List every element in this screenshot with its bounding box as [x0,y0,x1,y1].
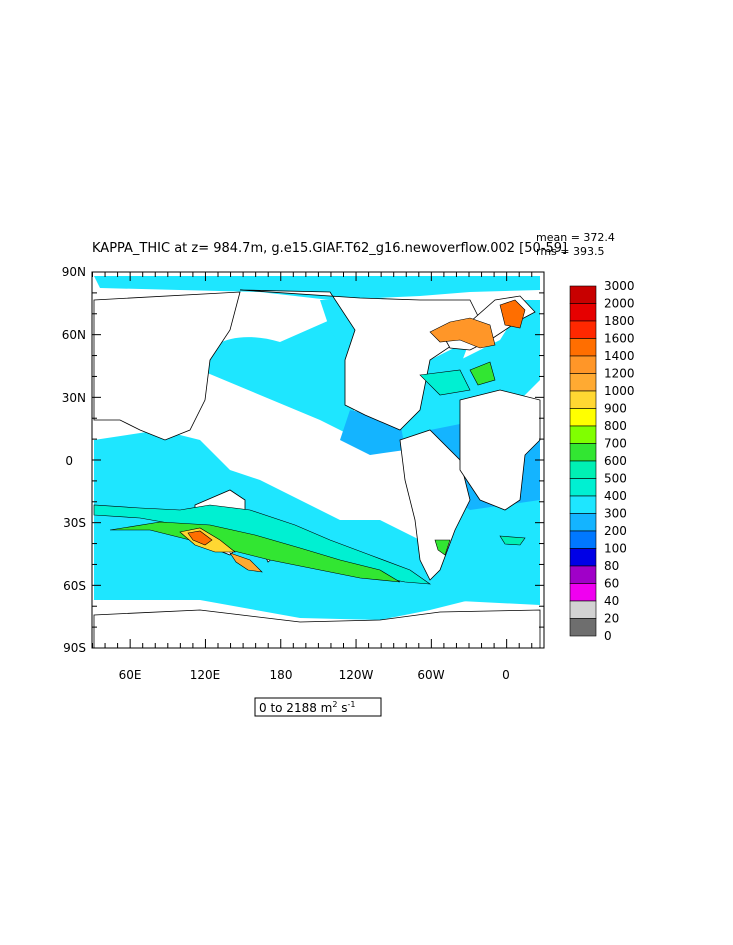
colorbar-label: 20 [604,612,619,626]
x-axis-labels: 60E 120E 180 120W 60W 0 [119,668,510,682]
colorbar-label: 2000 [604,297,635,311]
y-tick-label: 30S [63,516,86,530]
range-box: 0 to 2188 m2 s-1 [254,697,382,717]
colorbar-swatch [569,285,597,304]
colorbar-label: 1800 [604,314,635,328]
colorbar-label: 1600 [604,332,635,346]
colorbar-label: 60 [604,577,619,591]
acc-falkland [434,539,451,556]
colorbar-label: 300 [604,507,627,521]
colorbar-label: 40 [604,594,619,608]
y-tick-label: 90N [62,265,86,279]
colorbar-label: 200 [604,524,627,538]
labrador-hotspot [429,317,496,349]
colorbar-swatch [569,548,597,567]
colorbar-label: 1200 [604,367,635,381]
x-tick-label: 0 [502,668,510,682]
colorbar-swatch [569,303,597,322]
y-tick-label: 60S [63,579,86,593]
colorbar-swatch [569,565,597,584]
asia [93,291,241,441]
range-label: 0 to 2188 m2 s-1 [259,700,356,715]
colorbar-label: 1000 [604,384,635,398]
colorbar-label: 1400 [604,349,635,363]
range-mid: s [337,701,347,715]
nordic-hotspot [499,299,526,329]
arctic-ocean [94,276,540,300]
colorbar-swatch [569,355,597,374]
colorbar-label: 700 [604,437,627,451]
y-tick-label: 90S [63,641,86,655]
colorbar-swatch [569,618,597,637]
north-atlantic-gyre [419,369,471,396]
colorbar-swatch [569,460,597,479]
x-tick-label: 60E [119,668,142,682]
range-prefix: 0 to 2188 m [259,701,332,715]
y-axis-labels: 90N 60N 30N 0 30S 60S 90S [62,265,86,655]
stat-rms: rms = 393.5 [536,245,604,258]
colorbar: 3000200018001600140012001000900800700600… [569,279,635,643]
colorbar-label: 400 [604,489,627,503]
x-tick-label: 120W [339,668,374,682]
acc-tasman [229,552,263,573]
gulf-stream-green [469,361,496,386]
x-tick-label: 180 [270,668,293,682]
axis-ticks [92,271,544,649]
colorbar-label: 900 [604,402,627,416]
colorbar-swatch [569,425,597,444]
colorbar-swatch [569,583,597,602]
y-tick-label: 60N [62,328,86,342]
colorbar-swatch [569,530,597,549]
colorbar-swatch [569,373,597,392]
colorbar-swatch [569,408,597,427]
range-box-frame [254,697,382,717]
colorbar-swatch [569,338,597,357]
colorbar-swatch [569,478,597,497]
colorbar-swatch [569,320,597,339]
acc-band-1600 [187,530,213,546]
colorbar-label: 0 [604,629,612,643]
colorbar-label: 500 [604,472,627,486]
colorbar-label: 3000 [604,279,635,293]
colorbar-swatch [569,390,597,409]
north-atlantic-contours [419,299,526,396]
colorbar-label: 800 [604,419,627,433]
y-tick-label: 0 [65,454,73,468]
acc-contours [93,504,526,585]
y-tick-label: 30N [62,391,86,405]
colorbar-swatch [569,495,597,514]
south-america [399,429,471,581]
range-sup-1: 2 [332,700,337,709]
plot-title: KAPPA_THIC at z= 984.7m, g.e15.GIAF.T62_… [92,241,567,256]
map-panel [91,271,545,649]
stat-mean: mean = 372.4 [536,231,615,244]
colorbar-label: 100 [604,542,627,556]
africa [459,389,541,511]
colorbar-swatch [569,443,597,462]
colorbar-label: 600 [604,454,627,468]
acc-agulhas [499,535,526,546]
colorbar-swatch [569,513,597,532]
north-america [239,289,481,431]
x-tick-label: 60W [417,668,444,682]
range-sup-2: -1 [348,700,356,709]
colorbar-swatch [569,600,597,619]
colorbar-label: 80 [604,559,619,573]
x-tick-label: 120E [190,668,221,682]
